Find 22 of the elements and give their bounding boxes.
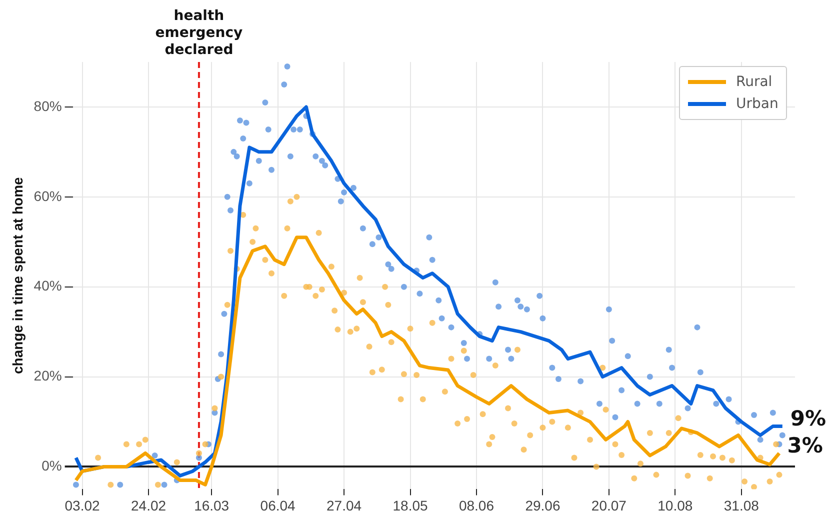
y-tick-label: 60% (34, 188, 62, 204)
x-tick-label: 10.08 (658, 497, 693, 514)
x-tick-label: 20.07 (591, 497, 627, 514)
x-tick-label: 16.03 (194, 497, 230, 514)
x-tick-label: 29.06 (525, 497, 560, 514)
x-tick-label: 03.02 (64, 497, 100, 514)
y-axis-title: change in time spent at home (9, 176, 26, 374)
y-tick-label: 0% (42, 458, 62, 474)
x-tick-label: 06.04 (260, 497, 296, 514)
legend-label: Urban (736, 95, 778, 114)
annotation: 9% (790, 406, 826, 431)
x-tick-label: 08.06 (458, 497, 494, 514)
x-tick-label: 24.02 (130, 497, 166, 514)
y-tick-label: 20% (34, 368, 62, 384)
annotation: 3% (787, 434, 823, 458)
x-tick-label: 18.05 (392, 497, 428, 514)
y-tick-label: 80% (34, 98, 62, 114)
x-tick-label: 27.04 (326, 497, 362, 514)
x-tick-label: 31.08 (724, 497, 760, 514)
y-tick-label: 40% (34, 278, 62, 294)
ref-line-label: health emergency declared (155, 8, 243, 58)
legend-label: Rural (736, 73, 772, 92)
